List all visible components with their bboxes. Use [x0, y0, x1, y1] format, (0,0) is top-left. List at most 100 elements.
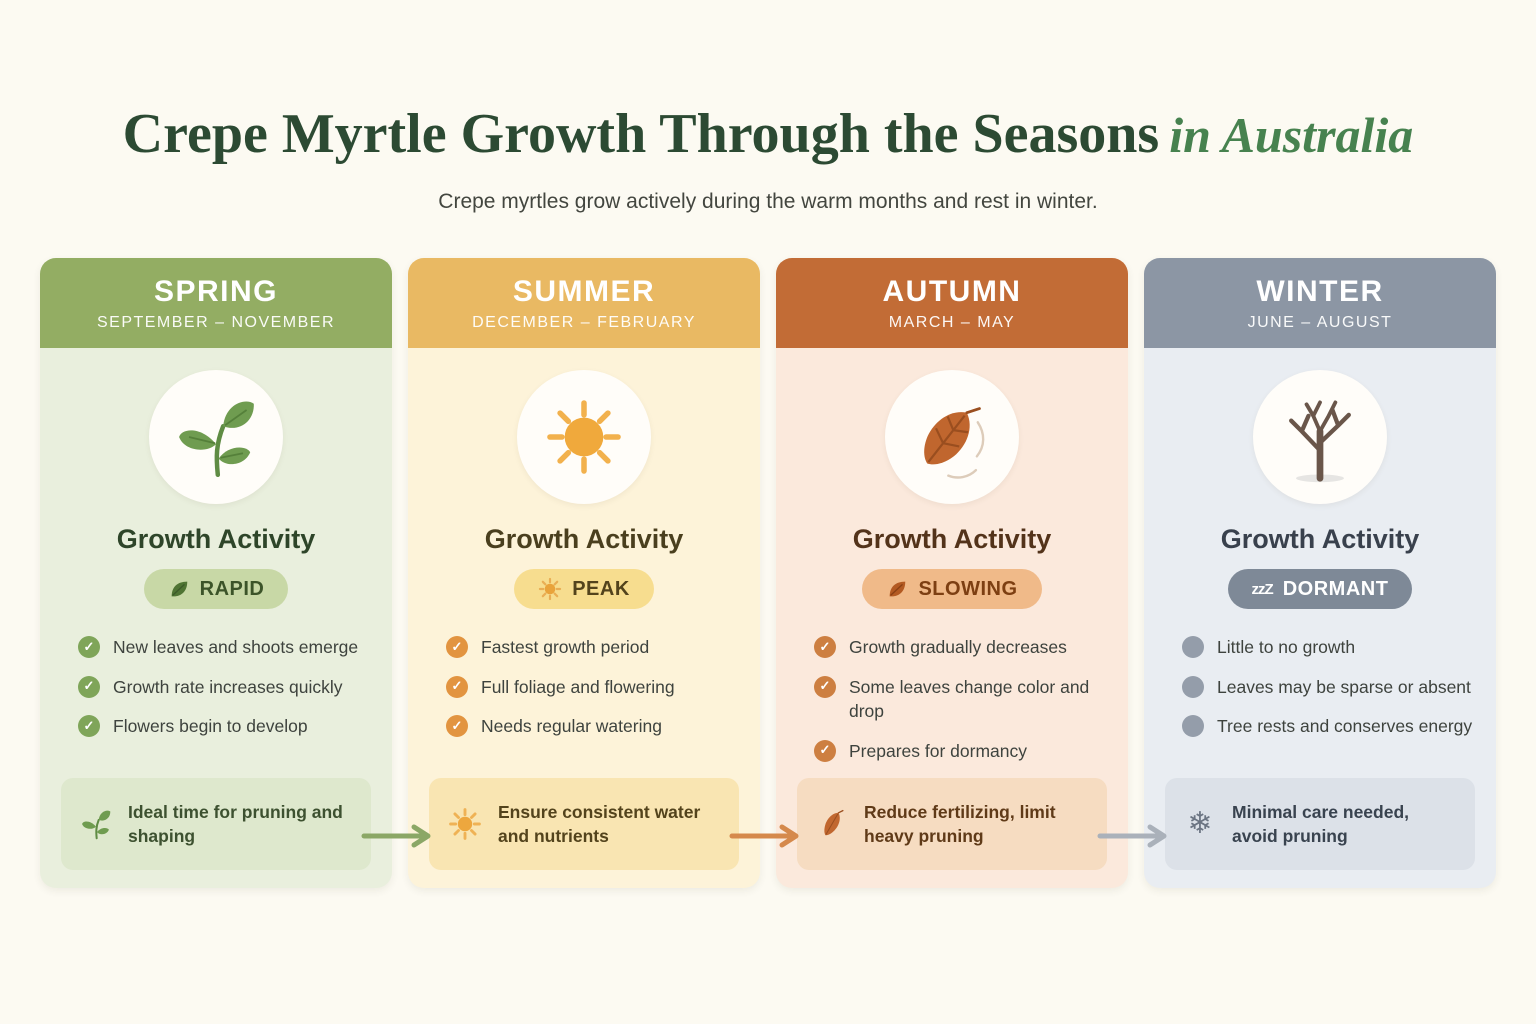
leaf-icon — [815, 807, 849, 841]
growth-badge: PEAK — [514, 569, 654, 609]
summer-header: SUMMER DECEMBER – FEBRUARY — [408, 258, 760, 348]
bullet-item: Flowers begin to develop — [78, 714, 370, 739]
season-card-winter: WINTER JUNE – AUGUST — [1144, 258, 1496, 888]
bullet-list: Fastest growth period Full foliage and f… — [424, 635, 744, 739]
seedling-icon — [79, 807, 113, 841]
bullet-text: Little to no growth — [1217, 637, 1356, 657]
season-name: AUTUMN — [882, 274, 1022, 308]
check-icon — [446, 675, 468, 698]
bullet-item: Full foliage and flowering — [446, 675, 738, 700]
growth-badge-label: SLOWING — [918, 577, 1018, 600]
growth-badge-label: RAPID — [199, 577, 265, 600]
page-subtitle: Crepe myrtles grow actively during the w… — [438, 190, 1098, 213]
page-title: Crepe Myrtle Growth Through the Seasons i… — [0, 0, 1536, 162]
check-icon — [814, 636, 836, 658]
season-months: MARCH – MAY — [888, 313, 1016, 331]
season-months: SEPTEMBER – NOVEMBER — [96, 313, 336, 331]
autumn-body: Growth Activity SLOWING Growth gradually… — [776, 348, 1128, 888]
growth-activity-title: Growth Activity — [116, 524, 316, 554]
page-title-accent: in Australia — [1169, 107, 1414, 163]
care-tip: Ensure consistent water and nutrients — [429, 778, 739, 870]
bullet-item: Needs regular watering — [446, 714, 738, 739]
season-card-autumn: AUTUMN MARCH – MAY Growth Activit — [776, 258, 1128, 888]
zzz-icon: zzZ — [1251, 580, 1274, 598]
bullet-item: Growth gradually decreases — [814, 635, 1106, 660]
flow-arrow-icon — [1097, 823, 1175, 849]
sun-icon — [447, 806, 483, 842]
page-title-main: Crepe Myrtle Growth Through the Seasons — [122, 103, 1160, 165]
bare-tree-icon — [1253, 370, 1387, 504]
sun-icon — [538, 577, 562, 601]
summer-body: Growth Activity PEAK — [408, 348, 760, 888]
bullet-item: Growth rate increases quickly — [78, 675, 370, 700]
growth-activity-title: Growth Activity — [484, 524, 684, 554]
check-icon — [814, 739, 836, 762]
check-icon — [78, 675, 100, 698]
season-name: WINTER — [1256, 274, 1384, 308]
winter-header: WINTER JUNE – AUGUST — [1144, 258, 1496, 348]
spring-body: Growth Activity RAPID New leaves and sho… — [40, 348, 392, 888]
care-tip-text: Ideal time for pruning and shaping — [128, 801, 343, 847]
dot-icon — [1182, 675, 1204, 698]
season-months: DECEMBER – FEBRUARY — [472, 313, 696, 331]
bullet-item: Some leaves change color and drop — [814, 675, 1106, 724]
dot-icon — [1182, 636, 1204, 658]
check-icon — [814, 675, 836, 698]
falling-leaf-icon — [885, 370, 1019, 504]
snowflake-icon: ❄ — [1187, 807, 1213, 840]
flow-arrow-icon — [729, 823, 807, 849]
season-cards-row: SPRING SEPTEMBER – NOVEMBER Growth Activ… — [40, 258, 1496, 888]
growth-badge: RAPID — [143, 569, 289, 609]
bullet-list: New leaves and shoots emerge Growth rate… — [56, 635, 376, 739]
spring-header: SPRING SEPTEMBER – NOVEMBER — [40, 258, 392, 348]
season-card-summer: SUMMER DECEMBER – FEBRUARY Grow — [408, 258, 760, 888]
check-icon — [446, 636, 468, 658]
bullet-item: Leaves may be sparse or absent — [1182, 675, 1474, 700]
check-icon — [78, 715, 100, 737]
growth-badge: zzZ DORMANT — [1227, 569, 1413, 609]
growth-activity-title: Growth Activity — [1220, 524, 1420, 554]
flow-arrow-icon — [361, 823, 439, 849]
care-tip: Reduce fertilizing, limit heavy pruning — [797, 778, 1107, 870]
growth-activity-title: Growth Activity — [852, 524, 1052, 554]
zzz-text: zzZ — [1251, 580, 1274, 598]
care-tip: ❄ Minimal care needed, avoid pruning — [1165, 778, 1475, 870]
bullet-list: Little to no growth Leaves may be sparse… — [1160, 635, 1480, 739]
check-icon — [446, 715, 468, 737]
care-tip-text: Ensure consistent water and nutrients — [498, 801, 701, 847]
bullet-list: Growth gradually decreases Some leaves c… — [792, 635, 1112, 763]
bullet-text: Flowers begin to develop — [113, 716, 308, 736]
bullet-item: Fastest growth period — [446, 635, 738, 660]
growth-badge: SLOWING — [862, 569, 1042, 609]
bullet-text: Tree rests and conserves energy — [1217, 716, 1473, 736]
care-tip-text: Reduce fertilizing, limit heavy pruning — [864, 801, 1056, 847]
season-name: SUMMER — [512, 274, 656, 308]
header: Crepe Myrtle Growth Through the Seasons i… — [0, 0, 1536, 214]
bullet-item: Little to no growth — [1182, 635, 1474, 660]
growth-badge-label: PEAK — [572, 577, 630, 600]
bullet-item: Tree rests and conserves energy — [1182, 714, 1474, 739]
winter-body: Growth Activity zzZ DORMANT Little to no… — [1144, 348, 1496, 888]
bullet-text: Full foliage and flowering — [481, 676, 675, 697]
bullet-item: New leaves and shoots emerge — [78, 635, 370, 660]
bullet-text: Some leaves change color and drop — [849, 676, 1090, 722]
check-icon — [78, 636, 100, 658]
bullet-text: Fastest growth period — [481, 637, 650, 657]
season-name: SPRING — [153, 274, 279, 308]
sun-icon — [517, 370, 651, 504]
bullet-text: Growth rate increases quickly — [113, 676, 343, 697]
bullet-text: New leaves and shoots emerge — [113, 637, 359, 657]
bullet-text: Needs regular watering — [481, 716, 662, 736]
care-tip: Ideal time for pruning and shaping — [61, 778, 371, 870]
sprout-icon — [149, 370, 283, 504]
season-card-spring: SPRING SEPTEMBER – NOVEMBER Growth Activ… — [40, 258, 392, 888]
bullet-text: Prepares for dormancy — [849, 740, 1027, 761]
leaf-icon — [168, 578, 190, 600]
care-tip-text: Minimal care needed, avoid pruning — [1232, 801, 1410, 847]
bullet-item: Prepares for dormancy — [814, 739, 1106, 764]
bullet-text: Leaves may be sparse or absent — [1217, 676, 1471, 697]
autumn-header: AUTUMN MARCH – MAY — [776, 258, 1128, 348]
growth-badge-label: DORMANT — [1282, 577, 1389, 600]
season-months: JUNE – AUGUST — [1247, 313, 1393, 331]
